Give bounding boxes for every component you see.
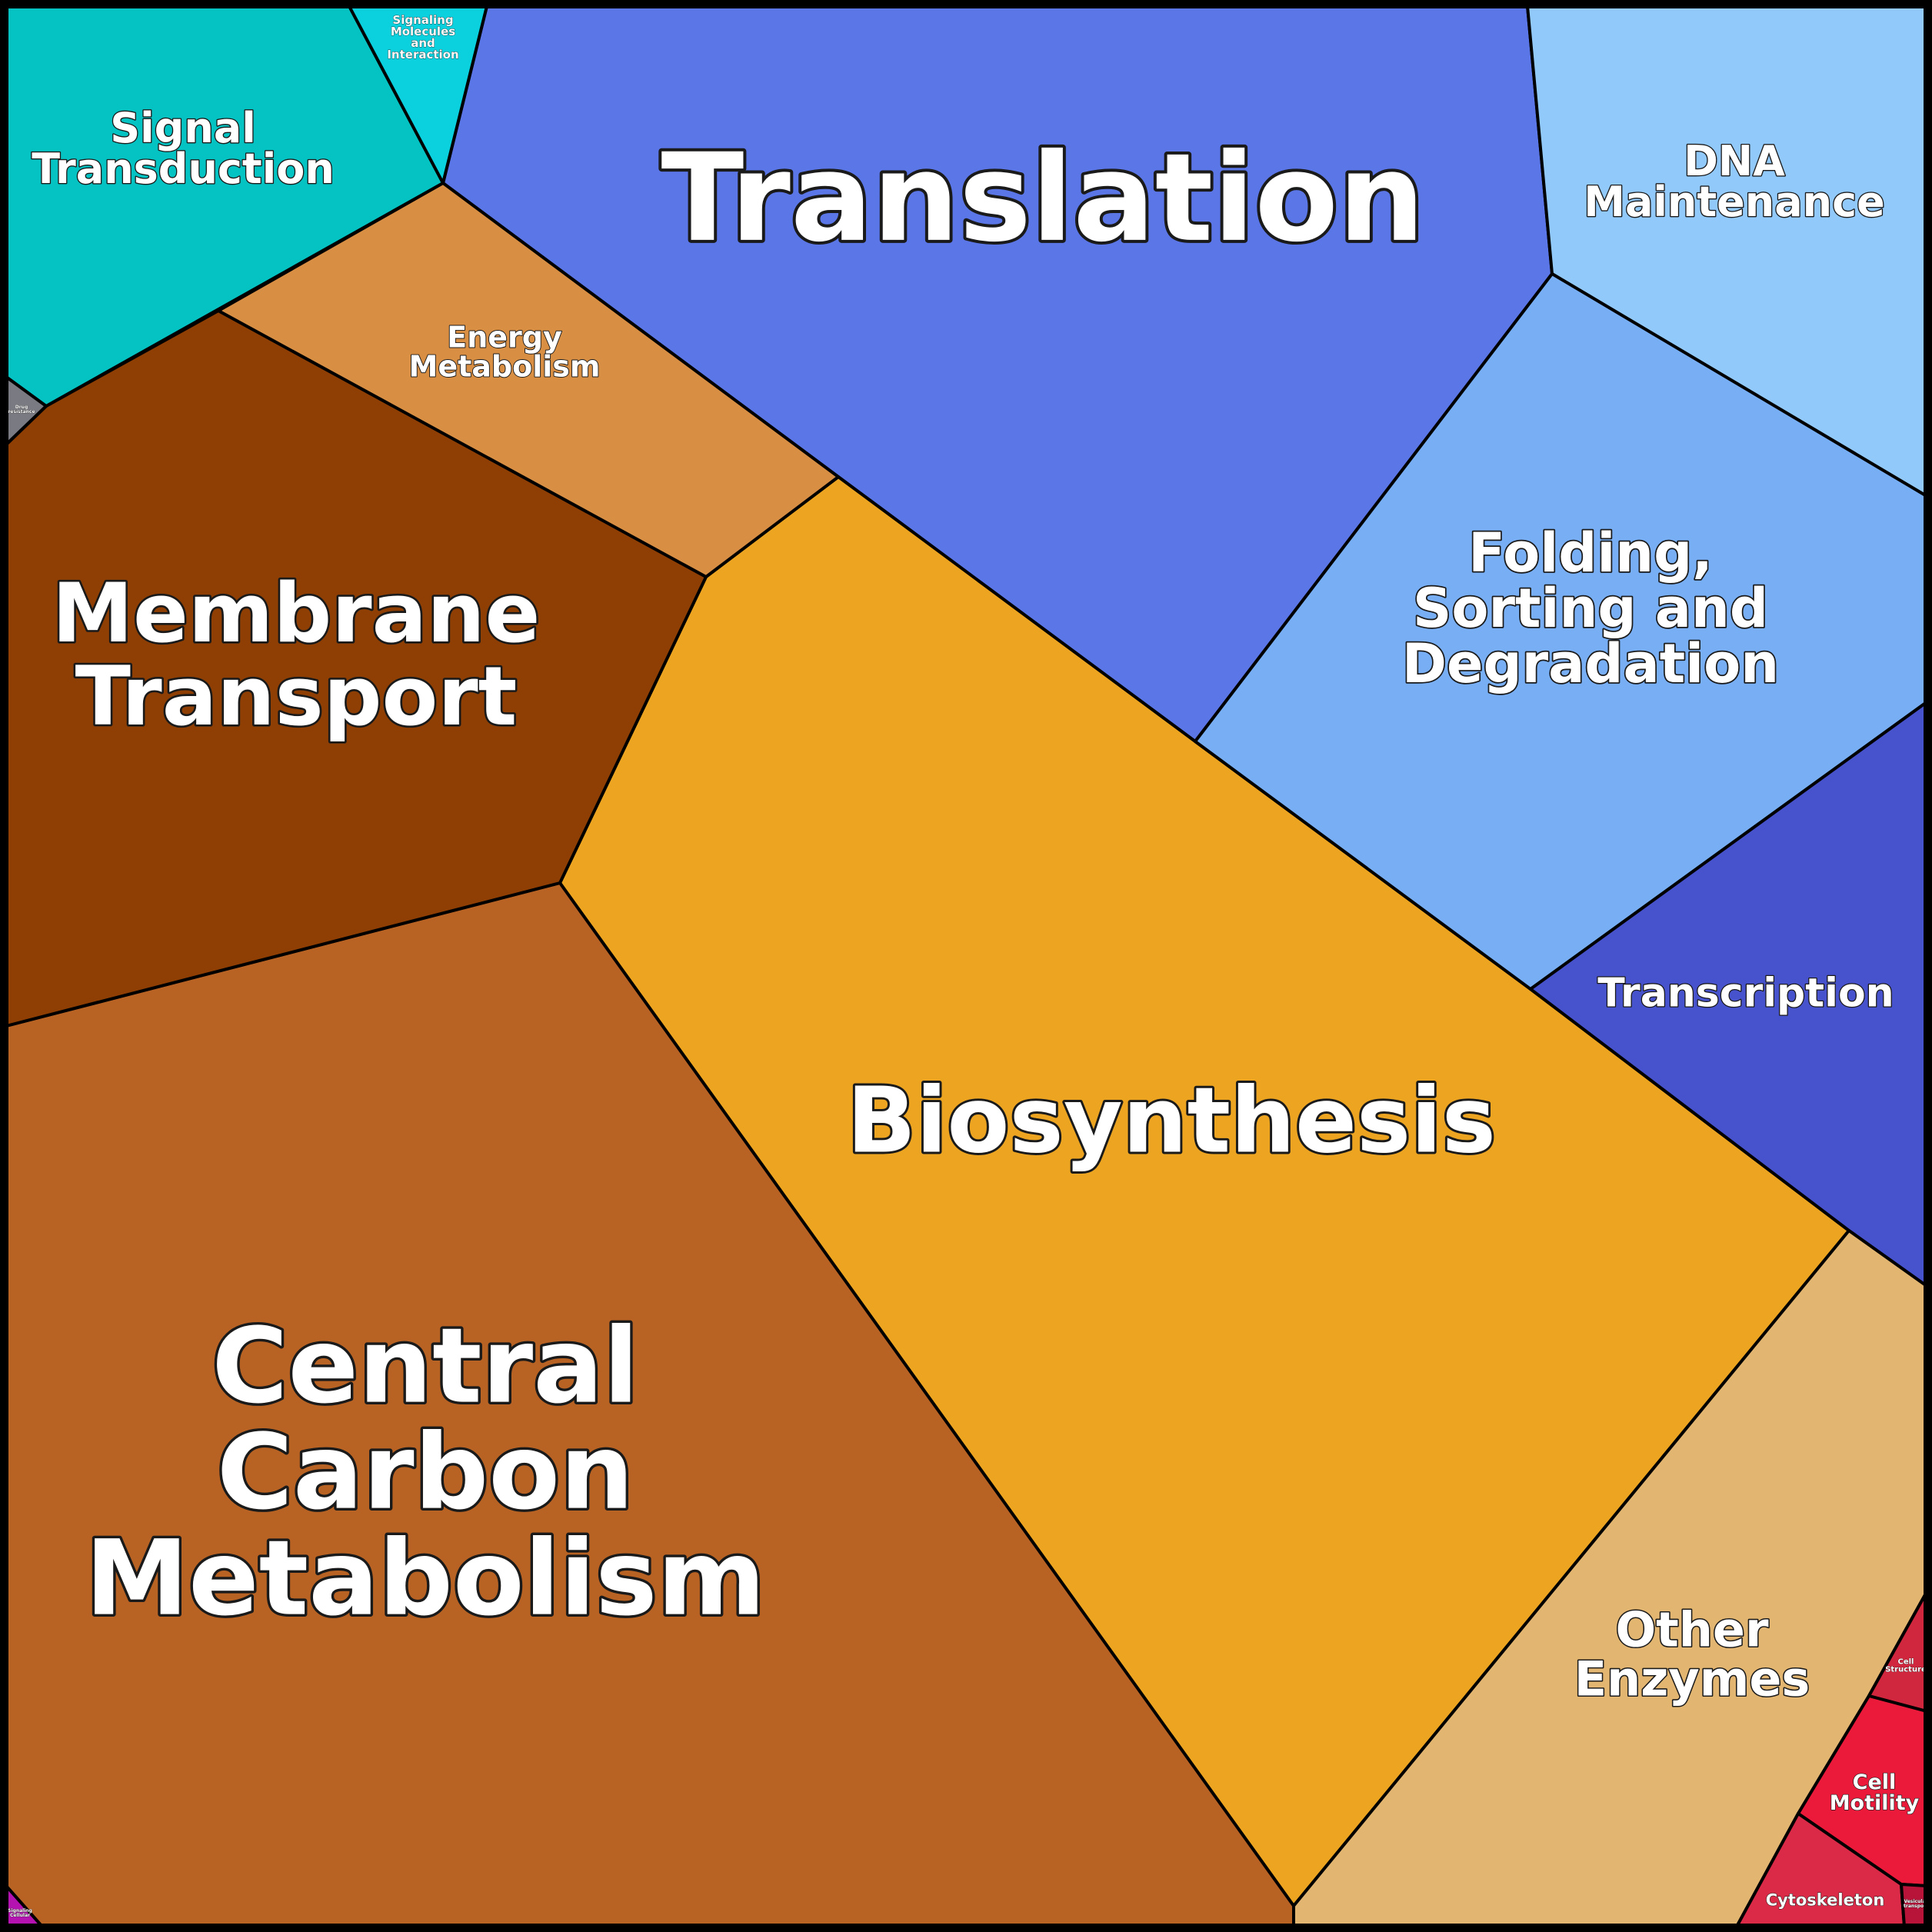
label-line: Molecules — [391, 25, 455, 38]
label-line: Transduction — [32, 145, 335, 193]
label-line: Cell — [1898, 1658, 1914, 1667]
label-line: Cellular — [10, 1913, 30, 1918]
label-line: Enzymes — [1574, 1651, 1810, 1707]
label-transcription: Transcription — [1597, 971, 1894, 1017]
label-cell-structure: Cell Structure — [1885, 1658, 1927, 1674]
label-line: Membrane — [52, 566, 541, 661]
label-drug-resistance: Drug resistance — [8, 405, 35, 415]
label-membrane-transport: Membrane Transport — [52, 566, 541, 744]
label-cell-motility: Cell Motility — [1830, 1770, 1920, 1815]
label-signaling-molecules: Signaling Molecules and Interaction — [387, 13, 458, 62]
label-line: Structure — [1885, 1666, 1927, 1674]
label-line: Folding, — [1468, 521, 1713, 585]
label-other-enzymes: Other Enzymes — [1574, 1601, 1810, 1707]
label-line: resistance — [8, 409, 35, 415]
label-dna-maintenance: DNA Maintenance — [1584, 137, 1885, 226]
label-line: Signal — [110, 104, 255, 152]
label-translation: Translation — [661, 128, 1425, 269]
label-line: Central — [212, 1306, 638, 1427]
label-line: Energy — [447, 321, 562, 355]
label-line: Carbon — [217, 1412, 634, 1533]
label-signal-transduction: Signal Transduction — [32, 104, 335, 193]
label-line: Translation — [661, 128, 1425, 269]
label-line: Metabolism — [85, 1518, 766, 1639]
label-line: and — [411, 36, 435, 50]
label-line: Signaling — [392, 13, 453, 27]
label-line: Transport — [75, 649, 518, 744]
label-line: Cytoskeleton — [1766, 1891, 1885, 1910]
label-line: Vesicular — [1904, 1899, 1928, 1904]
label-central-carbon-metabolism: Central Carbon Metabolism — [85, 1306, 766, 1639]
label-line: Motility — [1830, 1791, 1920, 1815]
label-cytoskeleton: Cytoskeleton — [1766, 1891, 1885, 1910]
label-line: Signaling — [8, 1908, 32, 1914]
label-line: Maintenance — [1584, 178, 1885, 226]
label-line: Transcription — [1597, 971, 1894, 1017]
label-line: Metabolism — [409, 350, 601, 384]
label-line: Sorting and — [1413, 577, 1768, 640]
label-biosynthesis: Biosynthesis — [847, 1067, 1496, 1173]
label-energy-metabolism: Energy Metabolism — [409, 321, 601, 384]
label-line: Biosynthesis — [847, 1067, 1496, 1173]
label-vesicular-transport: Vesicular transport — [1904, 1899, 1928, 1909]
label-line: Degradation — [1402, 632, 1779, 695]
label-line: Interaction — [387, 48, 458, 62]
label-line: Cell — [1853, 1770, 1897, 1794]
label-signaling-cellular: Signaling Cellular — [8, 1908, 32, 1918]
label-folding-sorting-degradation: Folding, Sorting and Degradation — [1402, 521, 1779, 695]
label-line: transport — [1904, 1904, 1928, 1909]
label-line: Other — [1615, 1601, 1769, 1657]
label-line: DNA — [1684, 137, 1785, 185]
label-line: Drug — [15, 405, 28, 410]
